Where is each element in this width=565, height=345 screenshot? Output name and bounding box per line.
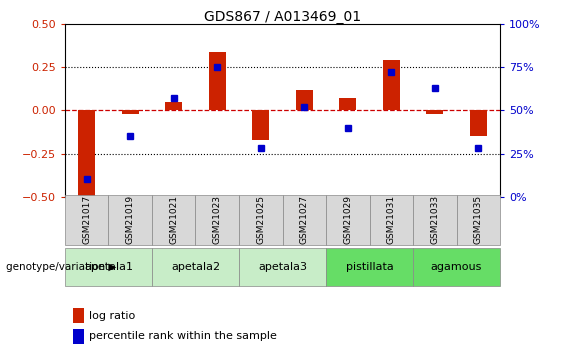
Text: GSM21017: GSM21017 bbox=[82, 195, 91, 245]
Text: GSM21035: GSM21035 bbox=[474, 195, 483, 245]
Text: agamous: agamous bbox=[431, 263, 482, 272]
Bar bbox=[383, 60, 400, 110]
Text: GSM21029: GSM21029 bbox=[344, 195, 352, 245]
Text: genotype/variation ▶: genotype/variation ▶ bbox=[6, 263, 116, 272]
Bar bbox=[295, 90, 313, 110]
Text: pistillata: pistillata bbox=[346, 263, 393, 272]
Text: apetala3: apetala3 bbox=[258, 263, 307, 272]
Text: percentile rank within the sample: percentile rank within the sample bbox=[89, 332, 277, 341]
Text: GSM21021: GSM21021 bbox=[170, 195, 178, 245]
Bar bbox=[165, 102, 182, 110]
Text: GSM21019: GSM21019 bbox=[126, 195, 134, 245]
Bar bbox=[252, 110, 270, 140]
Bar bbox=[426, 110, 444, 114]
Bar bbox=[470, 110, 487, 136]
Text: apetala2: apetala2 bbox=[171, 263, 220, 272]
Text: GDS867 / A013469_01: GDS867 / A013469_01 bbox=[204, 10, 361, 24]
Bar bbox=[208, 52, 226, 110]
Text: GSM21033: GSM21033 bbox=[431, 195, 439, 245]
Text: log ratio: log ratio bbox=[89, 311, 136, 321]
Text: GSM21023: GSM21023 bbox=[213, 195, 221, 245]
Text: GSM21025: GSM21025 bbox=[257, 195, 265, 245]
Text: apetala1: apetala1 bbox=[84, 263, 133, 272]
Text: GSM21031: GSM21031 bbox=[387, 195, 396, 245]
Bar bbox=[121, 110, 139, 114]
Text: GSM21027: GSM21027 bbox=[300, 195, 308, 245]
Bar bbox=[78, 110, 95, 197]
Bar bbox=[339, 98, 357, 110]
